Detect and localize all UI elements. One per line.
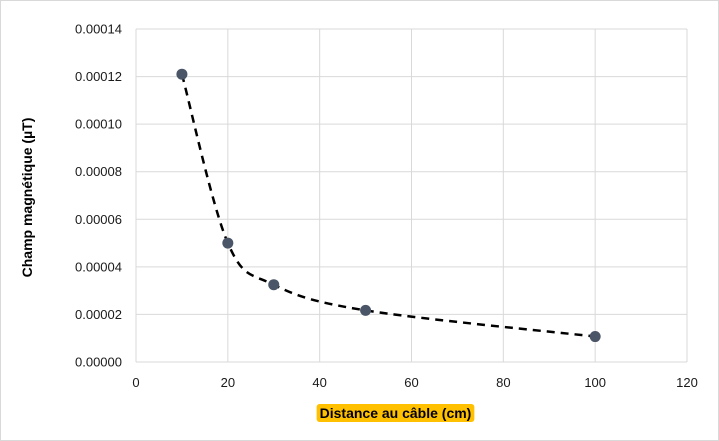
y-tick-label: 0.00004	[75, 259, 122, 274]
x-tick-label: 20	[221, 375, 235, 390]
data-points	[176, 68, 601, 343]
data-point	[176, 68, 188, 80]
data-point	[360, 304, 372, 316]
x-tick-label: 100	[584, 375, 606, 390]
y-tick-label: 0.00006	[75, 212, 122, 227]
x-axis-title: Distance au câble (cm)	[320, 405, 472, 421]
x-axis-tick-labels: 0 20 40 60 80 100 120	[132, 375, 697, 390]
data-point	[222, 237, 234, 249]
y-tick-label: 0.00012	[75, 69, 122, 84]
y-tick-label: 0.00010	[75, 117, 122, 132]
x-axis-title-highlight	[316, 404, 475, 422]
data-point	[268, 279, 280, 291]
dashed-trendline	[180, 73, 596, 338]
y-tick-label: 0.00014	[75, 22, 122, 37]
x-tick-label: 0	[132, 375, 139, 390]
x-tick-label: 120	[676, 375, 698, 390]
y-tick-label: 0.00000	[75, 355, 122, 370]
x-tick-label: 60	[404, 375, 418, 390]
y-axis-tick-labels: 0.00000 0.00002 0.00004 0.00006 0.00008 0.000…	[75, 22, 122, 370]
y-tick-label: 0.00002	[75, 307, 122, 322]
gridlines	[135, 28, 688, 363]
data-point	[589, 331, 601, 343]
x-tick-label: 40	[312, 375, 326, 390]
x-tick-label: 80	[496, 375, 510, 390]
trendline-group	[180, 73, 596, 338]
y-tick-label: 0.00008	[75, 164, 122, 179]
y-axis-title: Champ magnétique (µT)	[19, 118, 35, 278]
